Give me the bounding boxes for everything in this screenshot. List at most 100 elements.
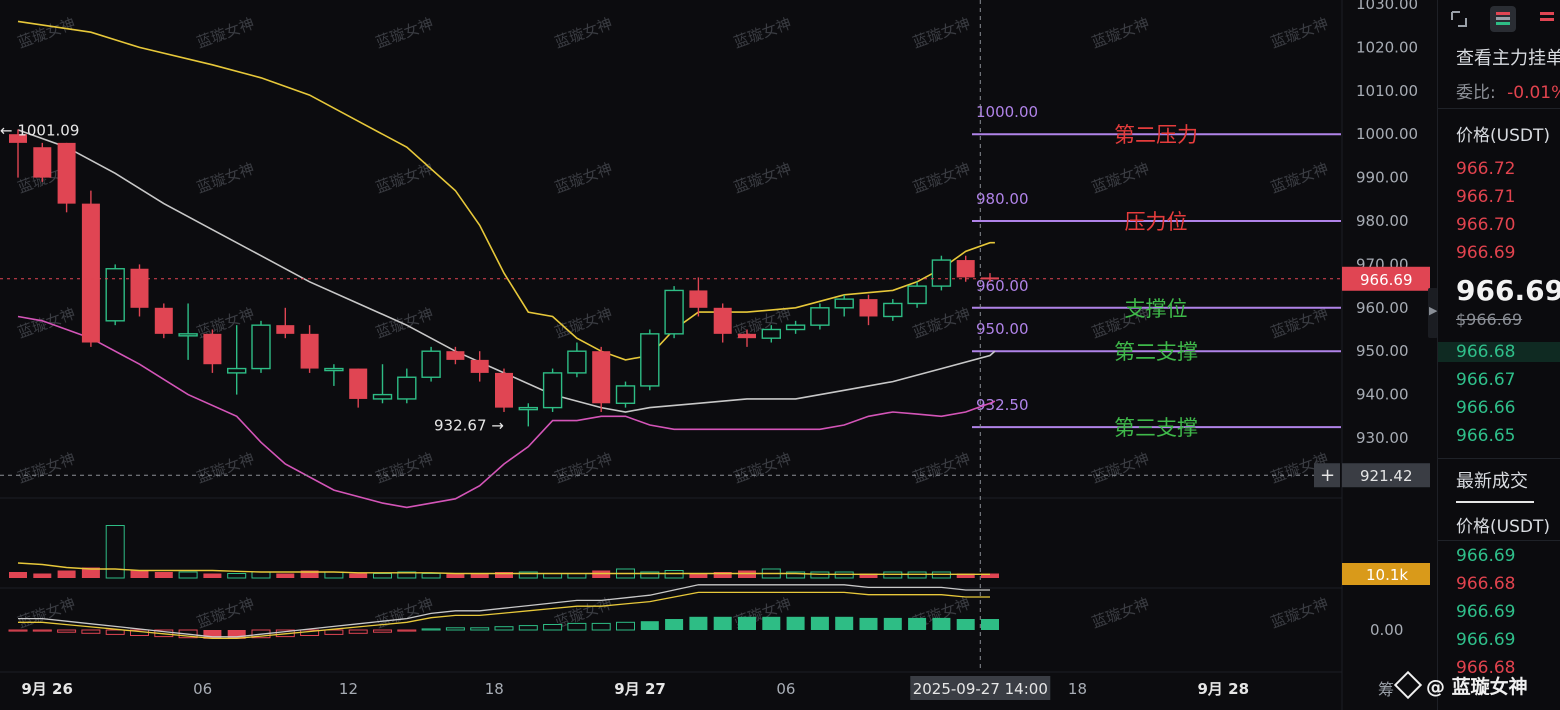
macd-bar [324,629,344,635]
macd-bar [397,629,417,632]
time-tick-label: 18 [1068,680,1087,698]
bid-price[interactable]: 966.68 [1438,342,1560,362]
candle-body [713,307,732,334]
brand-handle: @ 蓝璇女神 [1426,676,1528,698]
macd-bar [908,617,927,630]
macd-bar [689,616,708,630]
current-price-text: 966.69 [1360,271,1413,289]
macd-bar [713,616,732,630]
level-name-label: 第三支撑 [1114,416,1198,440]
macd-bar [567,622,587,631]
candle-body [276,325,295,334]
trades-price-header: 价格(USDT) [1456,517,1550,537]
ratio-row: 委比: -0.01% [1456,78,1560,103]
candle-body [372,393,393,400]
volume-bar [81,567,100,578]
volume-bar [203,573,222,578]
macd-zero-label: 0.00 [1370,621,1403,639]
macd-bar [32,629,52,632]
macd-bar [786,616,805,630]
candle-body [859,299,878,317]
main-orders-title[interactable]: 查看主力挂单 [1456,48,1560,69]
volume-bar [956,573,975,578]
volume-bar [373,573,392,579]
macd-bar [665,619,684,630]
volume-bar [738,570,756,578]
candle-body [907,285,927,305]
volume-tag-text: 10.1k [1366,566,1408,584]
candle-body [567,350,587,374]
price-tick-label: 930.00 [1356,429,1409,447]
candle-body [470,359,489,373]
price-tick-label: 1030.00 [1356,0,1418,13]
candle-body [495,372,513,408]
macd-bar [494,626,514,631]
list-icon[interactable] [1534,6,1560,32]
level-name-label: 压力位 [1125,210,1188,234]
volume-bar [251,571,271,579]
ask-price[interactable]: 966.69 [1456,243,1516,263]
candle-body [956,260,975,278]
volume-bar [57,570,76,578]
macd-bar [227,630,246,639]
tab-latest-trades[interactable]: 最新成交 [1456,471,1528,492]
macd-bar [373,629,392,633]
price-header: 价格(USDT) [1456,126,1550,146]
candle-body [615,385,636,404]
volume-bar [9,572,27,578]
candle-body [761,328,781,339]
candle-body [834,298,854,309]
time-tick-label: 9月 26 [21,680,73,698]
crosshair-icon[interactable] [1446,6,1472,32]
time-tick-label: 9月 28 [1198,680,1250,698]
price-tick-label: 1020.00 [1356,38,1418,56]
time-tick-label: 06 [776,680,795,698]
volume-bar [421,573,441,579]
candle-body [810,307,830,326]
ask-price[interactable]: 966.72 [1456,159,1516,179]
volume-bar [227,573,247,579]
crosshair-price-text: 921.42 [1360,467,1413,485]
crosshair-time-tag [910,676,1051,700]
bid-price[interactable]: 966.65 [1456,426,1516,446]
macd-bar [470,627,490,631]
candle-body [203,333,222,365]
macd-bar [81,629,101,634]
candle-body [154,307,173,334]
bid-price[interactable]: 966.67 [1456,370,1516,390]
volume-bar [689,573,708,578]
macd-bar [591,622,611,631]
candle-body [592,351,611,404]
volume-bar [664,570,684,579]
high-annotation: ← 1001.09 [0,121,79,139]
volume-bar [470,573,489,578]
plot-background [0,0,1342,710]
crosshair-time-text: 2025-09-27 14:00 [913,680,1048,698]
ask-price[interactable]: 966.70 [1456,215,1516,235]
macd-bar [105,629,125,635]
candle-body [421,350,441,378]
price-tick-label: 980.00 [1356,212,1409,230]
macd-bar [421,628,441,631]
ask-price[interactable]: 966.71 [1456,187,1516,207]
candle-body [883,302,903,318]
volume-bar [349,573,368,578]
time-tick-label: 18 [485,680,504,698]
macd-bar [518,625,538,631]
macd-bar [738,616,756,630]
price-tick-label: 960.00 [1356,299,1409,317]
bid-price[interactable]: 966.66 [1456,398,1516,418]
time-tick-label: 12 [339,680,358,698]
candle-body [689,290,708,308]
level-value-label: 980.00 [976,190,1029,208]
mark-price: $966.69 [1456,310,1523,329]
volume-bar [446,573,465,578]
level-value-label: 932.50 [976,396,1029,414]
crosshair-plus-box [1314,463,1340,488]
candle-body [178,333,198,337]
candle-body [300,333,319,369]
trade-price: 966.69 [1456,602,1516,622]
collapse-panel-toggle[interactable]: ▶ [1428,288,1438,338]
depth-icon[interactable] [1490,6,1516,32]
